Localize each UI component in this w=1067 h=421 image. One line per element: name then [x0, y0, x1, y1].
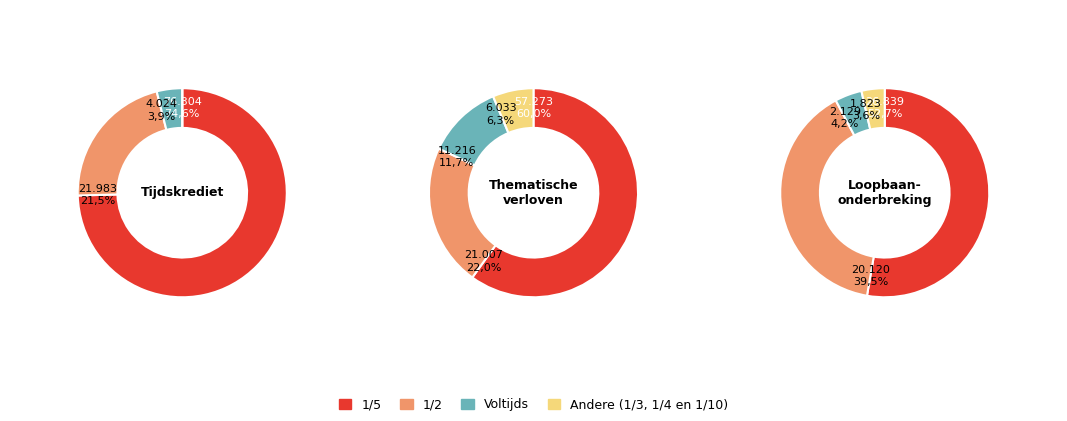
Text: 76.304
74,6%: 76.304 74,6% [163, 97, 202, 119]
Legend: 1/5, 1/2, Voltijds, Andere (1/3, 1/4 en 1/10): 1/5, 1/2, Voltijds, Andere (1/3, 1/4 en … [335, 394, 732, 415]
Text: 57.273
60,0%: 57.273 60,0% [514, 97, 553, 119]
Text: 26.839
52,7%: 26.839 52,7% [865, 97, 904, 119]
Wedge shape [157, 88, 182, 130]
Text: 2.129
4,2%: 2.129 4,2% [829, 107, 861, 129]
Wedge shape [493, 88, 534, 133]
Text: 21.983
21,5%: 21.983 21,5% [78, 184, 117, 206]
Text: 11.216
11,7%: 11.216 11,7% [437, 146, 476, 168]
Wedge shape [429, 149, 495, 277]
Wedge shape [473, 88, 638, 297]
Text: 4.024
3,9%: 4.024 3,9% [145, 99, 177, 122]
Text: Tijdskrediet: Tijdskrediet [141, 186, 224, 199]
Wedge shape [78, 88, 287, 297]
Text: 21.007
22,0%: 21.007 22,0% [464, 250, 504, 272]
Wedge shape [867, 88, 989, 297]
Wedge shape [439, 96, 509, 165]
Text: 20.120
39,5%: 20.120 39,5% [850, 265, 890, 288]
Wedge shape [835, 91, 871, 136]
Text: Thematische
verloven: Thematische verloven [489, 179, 578, 207]
Wedge shape [78, 91, 166, 195]
Text: 6.033
6,3%: 6.033 6,3% [485, 104, 516, 126]
Wedge shape [780, 100, 874, 296]
Wedge shape [861, 88, 885, 130]
Text: Loopbaan-
onderbreking: Loopbaan- onderbreking [838, 179, 931, 207]
Text: 1.823
3,6%: 1.823 3,6% [850, 99, 881, 121]
